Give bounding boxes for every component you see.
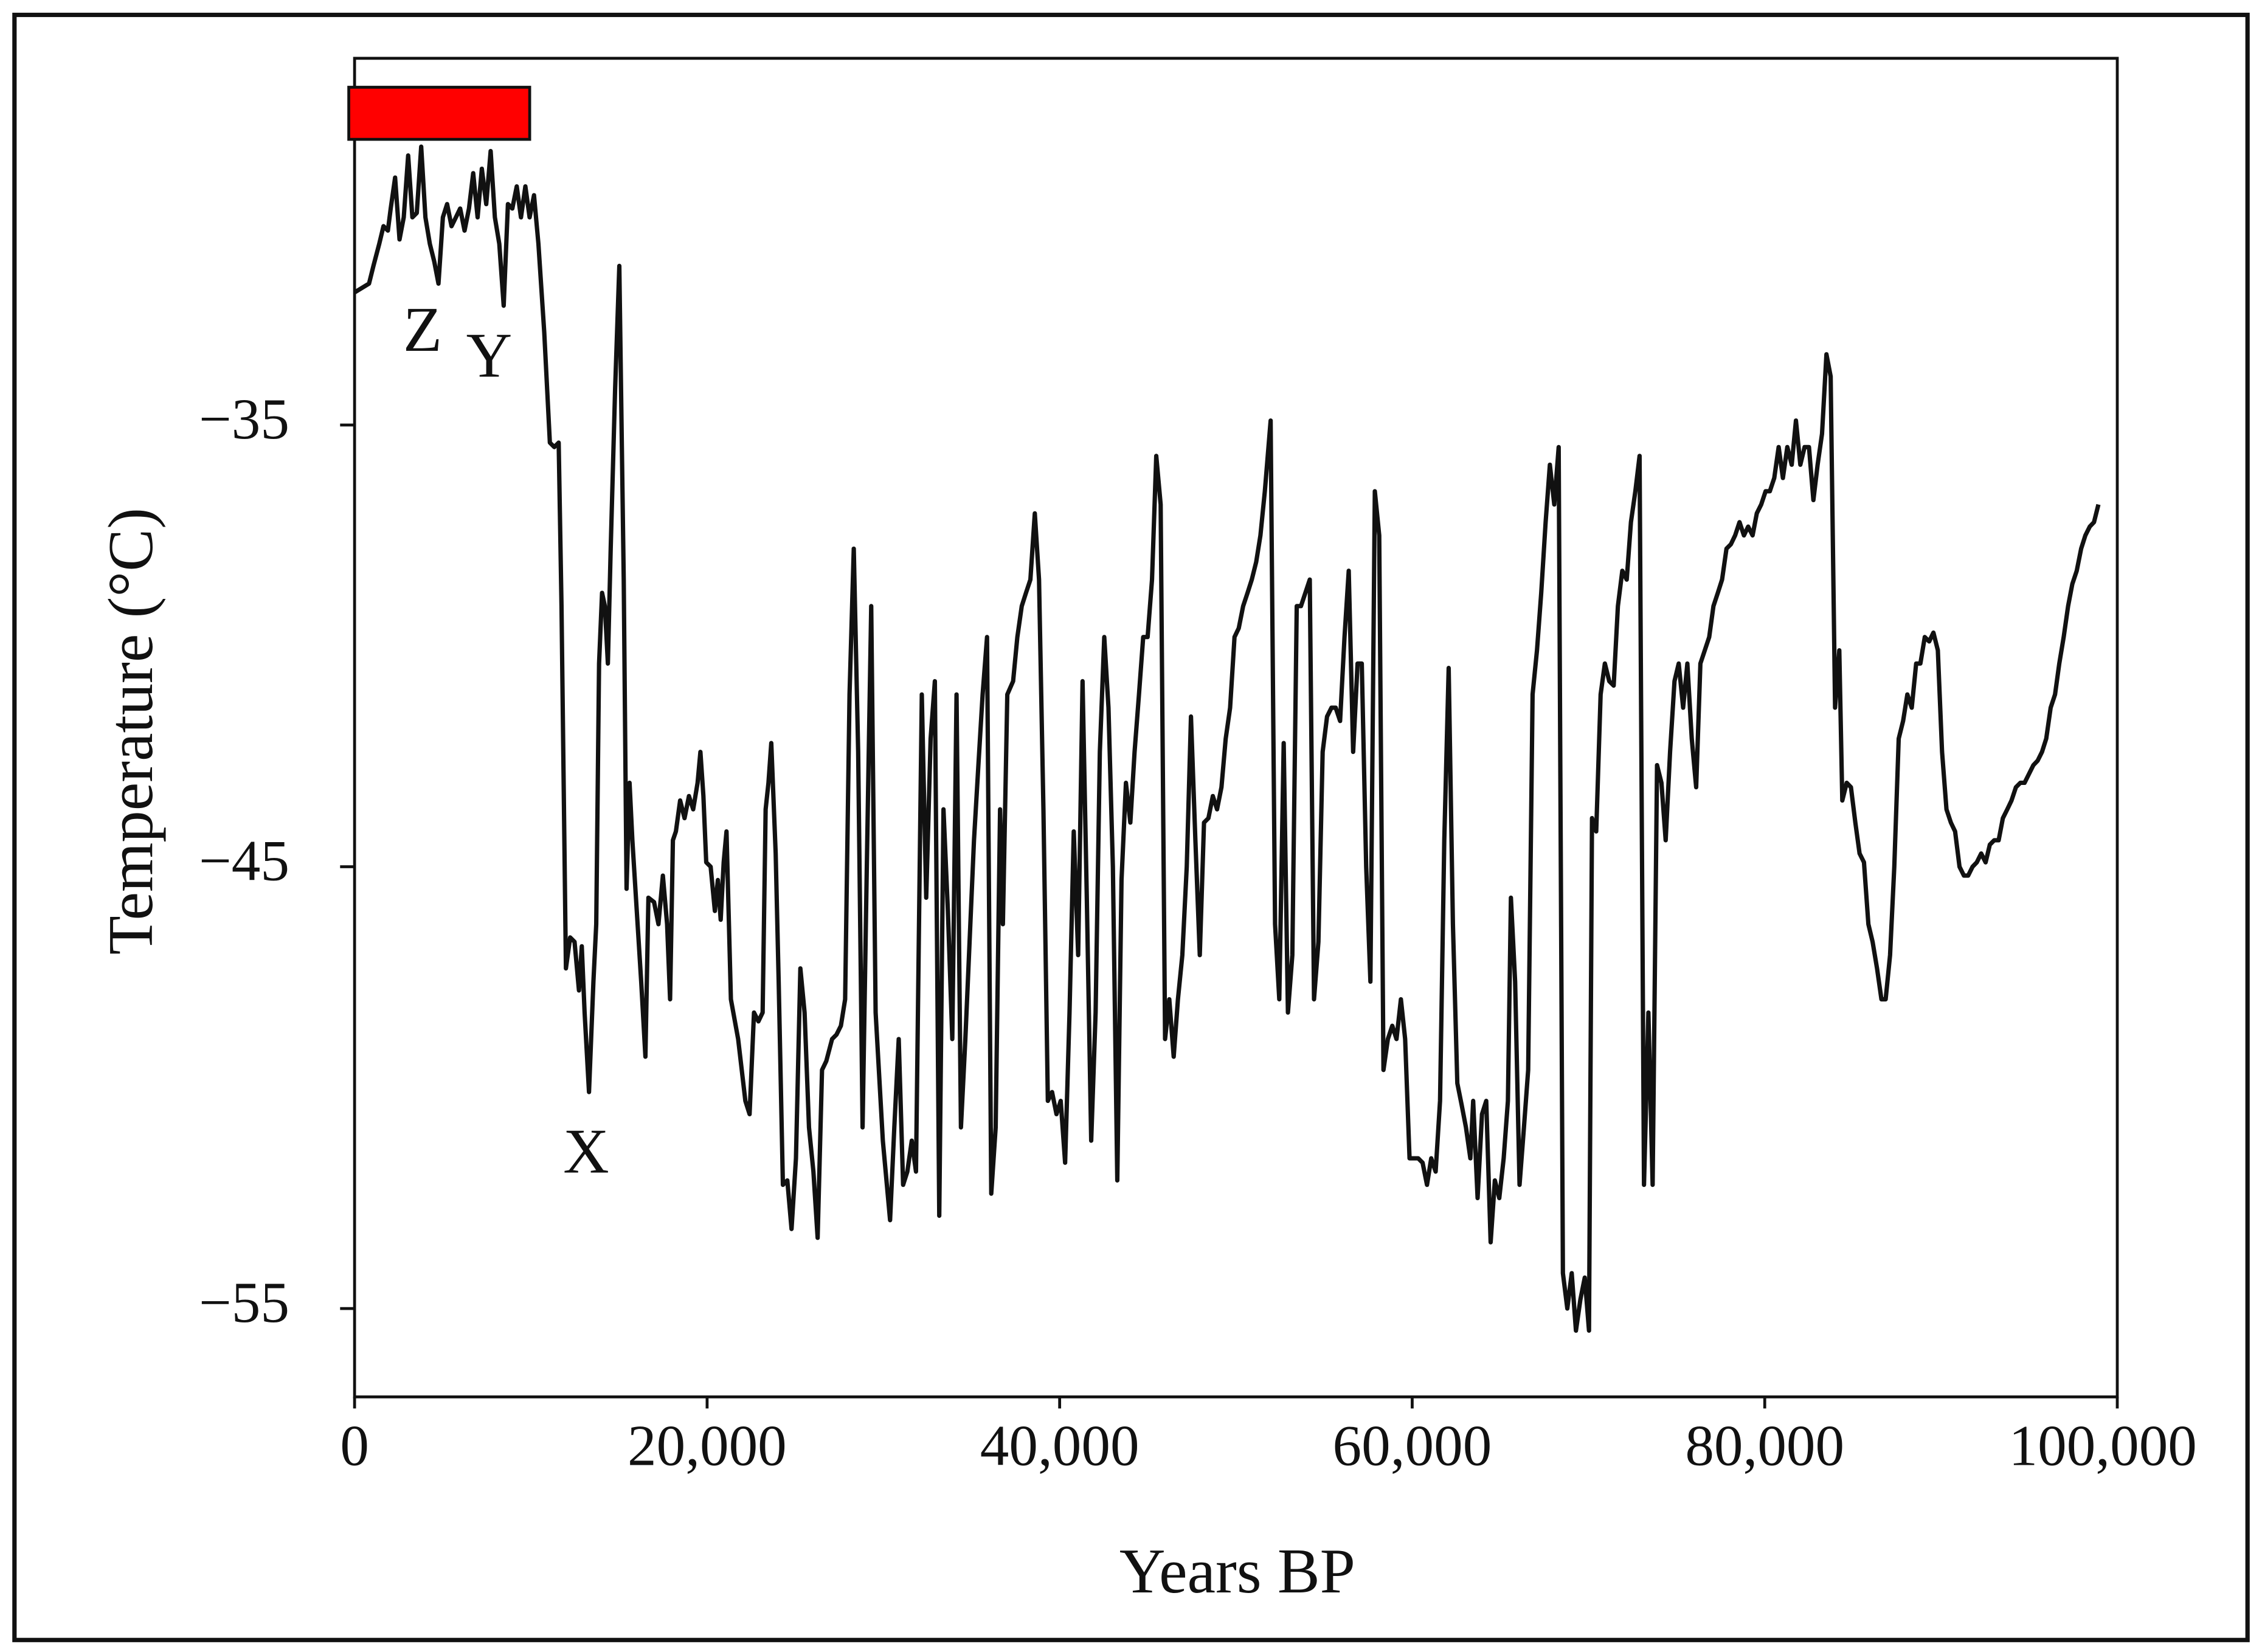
y-tick-label: −35 xyxy=(199,387,289,451)
x-tick-label: 20,000 xyxy=(628,1414,787,1478)
x-tick-label: 100,000 xyxy=(2009,1414,2197,1478)
annotation: X xyxy=(563,1116,609,1187)
y-axis-title: Temperature (°C) xyxy=(95,508,166,955)
x-tick-label: 80,000 xyxy=(1685,1414,1844,1478)
outer-border xyxy=(12,12,2250,1642)
x-tick-label: 60,000 xyxy=(1333,1414,1492,1478)
x-axis-title: Years BP xyxy=(1119,1536,1355,1606)
data-line xyxy=(353,144,2101,1333)
y-tick-label: −55 xyxy=(199,1270,289,1335)
plot-frame xyxy=(353,57,2119,1398)
x-tick-label: 0 xyxy=(340,1414,369,1478)
annotation: Z xyxy=(403,294,442,365)
y-tick-label: −45 xyxy=(199,828,289,893)
x-tick-label: 40,000 xyxy=(980,1414,1140,1478)
annotation: Y xyxy=(466,320,513,391)
holocene-bar xyxy=(347,86,531,141)
